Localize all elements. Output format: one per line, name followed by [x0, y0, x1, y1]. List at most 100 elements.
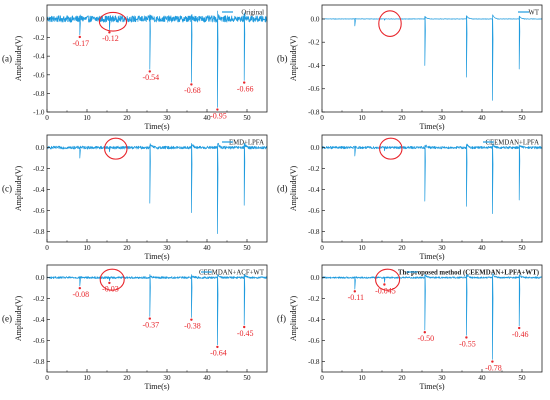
- y-tick-label: -0.2: [308, 295, 320, 303]
- peak-value-label: -0.045: [375, 286, 396, 295]
- y-tick-label: -0.4: [33, 53, 45, 61]
- x-tick-label: 40: [478, 114, 486, 122]
- x-tick-label: 0: [45, 374, 49, 382]
- y-tick-label: -0.8: [308, 228, 320, 236]
- x-tick-label: 10: [358, 374, 366, 382]
- peak-value-label: -0.38: [184, 321, 201, 330]
- x-axis-title: Time(s): [419, 122, 444, 131]
- x-tick-label: 10: [83, 244, 91, 252]
- peak-marker: [190, 318, 193, 321]
- axes-frame: [46, 134, 268, 243]
- x-axis-title: Time(s): [144, 122, 169, 131]
- panel-label: (c): [2, 184, 12, 194]
- x-tick-label: 40: [203, 114, 211, 122]
- y-tick-label: 0.0: [311, 144, 320, 152]
- signal-trace: [321, 143, 543, 215]
- peak-marker: [108, 31, 111, 34]
- y-tick-label: 0.0: [311, 274, 320, 282]
- peak-marker: [216, 345, 219, 349]
- axes-frame: [46, 4, 268, 113]
- peak-value-label: -0.68: [184, 86, 201, 95]
- highlight-ellipse: [98, 11, 128, 32]
- legend-label: CEEMDAN+ACF+WT: [199, 270, 265, 277]
- x-tick-label: 50: [518, 114, 526, 122]
- y-tick-label: -0.4: [33, 186, 45, 194]
- highlight-ellipse: [378, 10, 402, 37]
- legend-label: EMD+LPFA: [229, 140, 264, 147]
- x-tick-label: 0: [320, 114, 324, 122]
- x-tick-label: 10: [358, 244, 366, 252]
- x-tick-label: 20: [123, 374, 131, 382]
- y-tick-label: -0.6: [33, 71, 45, 79]
- y-tick-label: -0.6: [308, 337, 320, 345]
- y-tick-label: -0.2: [33, 295, 45, 303]
- signal-trace: [46, 273, 268, 346]
- y-tick-label: -0.6: [33, 337, 45, 345]
- x-tick-label: 30: [163, 114, 171, 122]
- peak-value-label: -0.45: [237, 329, 254, 338]
- highlight-ellipse: [379, 137, 403, 160]
- chart-panel: 0 10 20 30 40 50 0.0 -0.2 -0.4 -0.6 -0.8 Time(s) Amp…: [2, 134, 268, 261]
- y-tick-label: -0.2: [308, 39, 320, 47]
- y-tick-label: -0.6: [33, 207, 45, 215]
- y-tick-label: 0.0: [36, 274, 45, 282]
- peak-value-label: -0.66: [237, 84, 254, 93]
- y-axis-title: Amplitude(V): [289, 166, 298, 212]
- y-tick-label: -0.6: [308, 207, 320, 215]
- legend-label: WT: [528, 10, 539, 17]
- signal-trace: [321, 273, 543, 360]
- peak-value-label: -0.54: [142, 73, 159, 82]
- axes-frame: [321, 264, 543, 373]
- legend-label: Original: [241, 10, 264, 17]
- x-axis-title: Time(s): [419, 252, 444, 261]
- x-tick-label: 40: [478, 374, 486, 382]
- x-tick-label: 40: [478, 244, 486, 252]
- x-tick-label: 0: [320, 244, 324, 252]
- peak-marker: [423, 331, 426, 334]
- chart-panel: 0 10 20 30 40 50 0.0 -0.2 -0.4 -0.6 -0.8 Time(s) Amp…: [277, 134, 543, 261]
- y-axis-title: Amplitude(V): [14, 36, 23, 82]
- y-tick-label: -0.4: [308, 186, 320, 194]
- x-tick-label: 10: [83, 114, 91, 122]
- peak-marker: [243, 81, 246, 84]
- x-tick-label: 10: [358, 114, 366, 122]
- x-tick-label: 20: [123, 244, 131, 252]
- y-tick-label: -0.2: [33, 165, 45, 173]
- x-tick-label: 20: [398, 114, 406, 122]
- peak-value-label: -0.37: [142, 320, 159, 329]
- x-tick-label: 50: [243, 244, 251, 252]
- y-tick-label: 0.0: [311, 15, 320, 23]
- peak-value-label: -0.55: [459, 339, 476, 348]
- y-tick-label: -0.8: [33, 358, 45, 366]
- legend-label: CEEMDAN+LPFA: [485, 140, 539, 147]
- peak-marker: [78, 286, 82, 290]
- x-tick-label: 20: [123, 114, 131, 122]
- chart-panel: 0 10 20 30 40 50 0.0 -0.2 -0.4 -0.6 -0.8 Time(s) Amp…: [277, 4, 543, 131]
- x-tick-label: 40: [203, 244, 211, 252]
- peak-marker: [108, 281, 111, 285]
- peak-marker: [383, 283, 386, 286]
- peak-marker: [190, 83, 193, 86]
- x-tick-label: 40: [203, 374, 211, 382]
- y-axis-title: Amplitude(V): [289, 296, 298, 342]
- peak-value-label: -0.78: [485, 363, 502, 372]
- peak-value-label: -0.08: [72, 290, 89, 299]
- x-axis-title: Time(s): [144, 382, 169, 391]
- y-tick-label: -0.4: [308, 316, 320, 324]
- axes-frame: [321, 4, 543, 113]
- y-tick-label: -0.2: [308, 165, 320, 173]
- x-tick-label: 30: [163, 374, 171, 382]
- peak-marker: [216, 108, 219, 111]
- peak-marker: [518, 326, 521, 330]
- panel-label: (d): [277, 184, 288, 194]
- legend-label: The proposed method (CEEMDAN+LPFA+WT): [398, 270, 539, 277]
- x-tick-label: 50: [518, 244, 526, 252]
- y-tick-label: -0.8: [33, 90, 45, 98]
- x-tick-label: 50: [243, 374, 251, 382]
- x-axis-title: Time(s): [419, 382, 444, 391]
- x-tick-label: 0: [320, 374, 324, 382]
- y-tick-label: -1.0: [33, 109, 45, 117]
- x-tick-label: 20: [398, 244, 406, 252]
- y-axis-title: Amplitude(V): [289, 36, 298, 82]
